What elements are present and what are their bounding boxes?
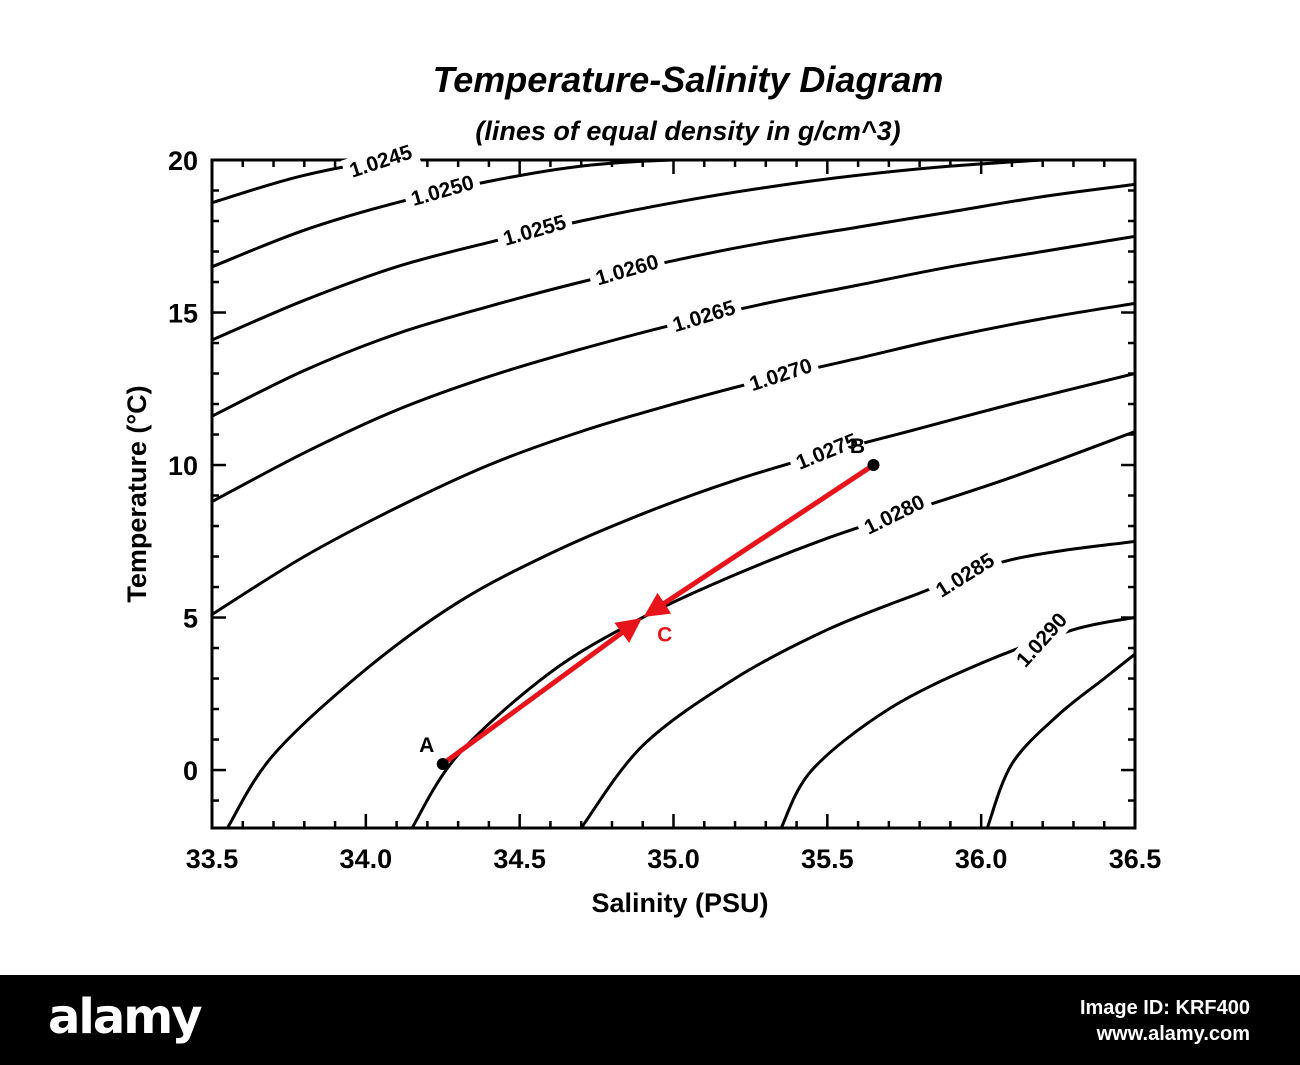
site-url-text: www.alamy.com bbox=[1096, 1023, 1250, 1045]
y-tick-label: 5 bbox=[183, 604, 198, 634]
x-tick-label: 36.0 bbox=[955, 844, 1008, 874]
isopycnal-line-1_0265 bbox=[212, 234, 1135, 503]
contour-label-bg bbox=[854, 486, 935, 544]
y-tick-label: 20 bbox=[168, 146, 198, 176]
contour-label: 1.0260 bbox=[593, 250, 661, 290]
x-tick-label: 36.5 bbox=[1109, 844, 1162, 874]
y-tick-label: 10 bbox=[168, 451, 198, 481]
point-label-b: B bbox=[850, 435, 865, 458]
contour-label: 1.0270 bbox=[747, 354, 815, 396]
contour-label-bg bbox=[587, 247, 668, 294]
isopycnal-line-1_0250 bbox=[212, 160, 782, 269]
contour-label-bg bbox=[786, 425, 868, 479]
isopycnal-line-1_0285 bbox=[580, 539, 1135, 828]
contour-label-bg bbox=[663, 293, 745, 341]
contour-label: 1.0280 bbox=[861, 491, 929, 540]
isopycnal-line-1_0270 bbox=[212, 301, 1135, 616]
arrow-A-to-C bbox=[441, 618, 642, 766]
isopycnal-line-1_0275 bbox=[226, 372, 1135, 828]
isopycnal-line-1_0290 bbox=[779, 616, 1135, 828]
contour-label: 1.0265 bbox=[670, 296, 738, 337]
y-tick-label: 0 bbox=[183, 756, 198, 786]
contour-label-bg bbox=[402, 168, 483, 215]
isopycnal-line-1_0260 bbox=[212, 182, 1135, 418]
plot-frame bbox=[210, 158, 1137, 830]
isopycnal-line-1_0255 bbox=[212, 160, 1043, 342]
point-a bbox=[436, 757, 449, 770]
x-tick-label: 35.5 bbox=[801, 844, 854, 874]
chart-subtitle: (lines of equal density in g/cm^3) bbox=[475, 116, 900, 146]
x-tick-label: 34.5 bbox=[493, 844, 546, 874]
y-axis-label: Temperature (°C) bbox=[122, 385, 152, 602]
contour-label-bg bbox=[340, 137, 422, 186]
point-label-c: C bbox=[657, 624, 672, 647]
chart-title: Temperature-Salinity Diagram bbox=[433, 59, 944, 100]
x-axis-label: Salinity (PSU) bbox=[591, 888, 768, 918]
contour-label-bg bbox=[740, 351, 822, 400]
x-tick-label: 35.0 bbox=[647, 844, 700, 874]
x-tick-label: 33.5 bbox=[186, 844, 239, 874]
contour-label: 1.0245 bbox=[347, 141, 415, 183]
isopycnal-line-unlabeled-10 bbox=[985, 652, 1135, 828]
contour-label: 1.0250 bbox=[408, 171, 476, 211]
alamy-logo: alamy bbox=[48, 989, 203, 1045]
x-tick-label: 34.0 bbox=[340, 844, 393, 874]
contour-label-bg bbox=[494, 207, 575, 254]
contour-label-bg bbox=[926, 544, 1005, 607]
watermark-footer: alamy Image ID: KRF400 www.alamy.com bbox=[0, 975, 1300, 1065]
contour-label: 1.0290 bbox=[1012, 609, 1072, 672]
y-tick-label: 15 bbox=[168, 299, 198, 329]
point-label-a: A bbox=[419, 734, 434, 757]
image-id-text: Image ID: KRF400 bbox=[1079, 997, 1250, 1019]
arrow-B-to-C bbox=[643, 462, 875, 617]
isopycnal-line-1_0280 bbox=[410, 430, 1135, 828]
contour-label-bg bbox=[1006, 603, 1078, 678]
point-b bbox=[867, 459, 880, 472]
ts-diagram-chart: Temperature-Salinity Diagram (lines of e… bbox=[122, 59, 1162, 918]
contour-label: 1.0255 bbox=[501, 211, 569, 251]
